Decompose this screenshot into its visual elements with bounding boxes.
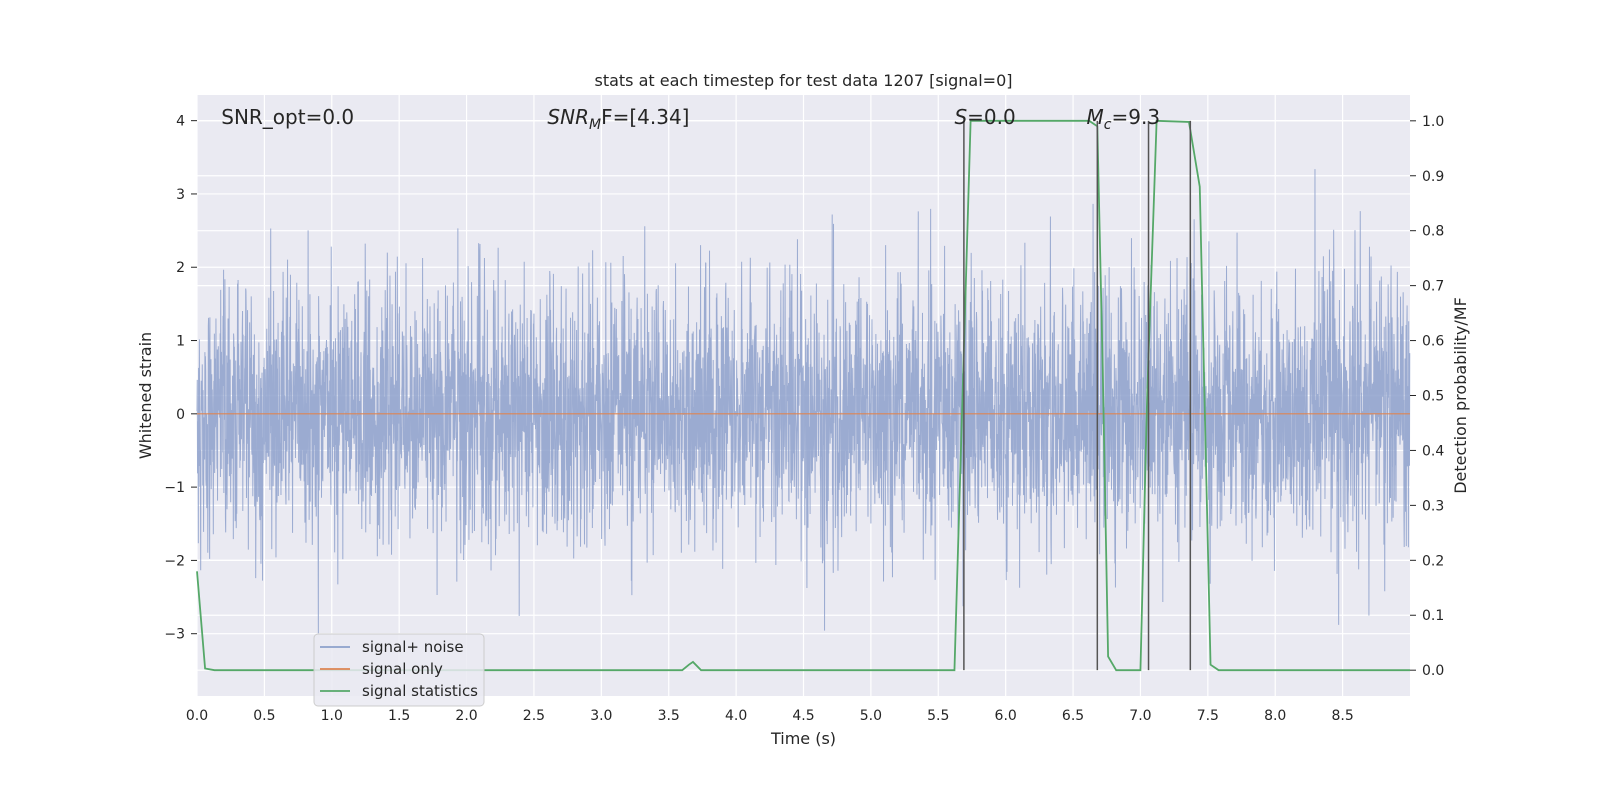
- x-tick-label: 7.0: [1129, 708, 1151, 724]
- series-layer: [196, 119, 1410, 672]
- x-tick-label: 3.5: [658, 708, 680, 724]
- y2-axis-label: Detection probability/MF: [1451, 297, 1470, 494]
- y-tick-label: 2: [176, 260, 185, 276]
- y-tick-label: −1: [164, 480, 185, 496]
- series-signal-statistics: [196, 119, 1410, 672]
- x-tick-label: 4.5: [792, 708, 814, 724]
- x-tick-label: 5.0: [860, 708, 882, 724]
- x-tick-label: 7.5: [1197, 708, 1219, 724]
- annotation-3: Mc=9.3: [1087, 105, 1161, 133]
- y2-tick-label: 0.9: [1422, 169, 1444, 185]
- annotations: SNR_opt=0.0 SNRMF=[4.34] S=0.0 Mc=9.3: [221, 105, 1160, 133]
- x-tick-label: 0.0: [186, 708, 208, 724]
- annotation-0: SNR_opt=0.0: [221, 105, 354, 129]
- y2-tick-label: 0.8: [1422, 224, 1444, 240]
- y-tick-label: 3: [176, 187, 185, 203]
- y2-tick-label: 0.6: [1422, 334, 1444, 350]
- y-tick-label: −3: [164, 627, 185, 643]
- x-tick-label: 8.5: [1331, 708, 1353, 724]
- x-tick-label: 3.0: [590, 708, 612, 724]
- legend-entry: signal+ noise: [362, 638, 464, 656]
- y-tick-label: 4: [176, 114, 185, 130]
- y-tick-label: 1: [176, 334, 185, 350]
- x-tick-label: 1.5: [388, 708, 410, 724]
- x-axis-ticks: 0.0 0.5 1.0 1.5 2.0 2.5 3.0 3.5 4.0 4.5 5.0 5.5 6.0 6…: [186, 708, 1354, 724]
- legend-entry: signal statistics: [362, 682, 478, 700]
- y-axis-label: Whitened strain: [136, 332, 155, 459]
- x-axis-label: Time (s): [770, 729, 836, 748]
- y-axis-ticks: −3 −2 −1 0 1 2 3 4: [164, 114, 197, 643]
- y2-tick-label: 1.0: [1422, 114, 1444, 130]
- y2-tick-label: 0.4: [1422, 443, 1444, 459]
- x-tick-label: 2.5: [523, 708, 545, 724]
- y2-tick-label: 0.0: [1422, 663, 1444, 679]
- legend-entry: signal only: [362, 660, 443, 678]
- y2-tick-label: 0.3: [1422, 498, 1444, 514]
- y-tick-label: 0: [176, 407, 185, 423]
- annotation-1: SNRMF=[4.34]: [547, 105, 689, 133]
- x-tick-label: 8.0: [1264, 708, 1286, 724]
- annotation-2: S=0.0: [954, 105, 1015, 129]
- x-tick-label: 5.5: [927, 708, 949, 724]
- x-tick-label: 6.0: [995, 708, 1017, 724]
- vertical-lines: [963, 120, 1192, 671]
- legend: signal+ noise signal only signal statistic…: [313, 633, 485, 707]
- x-tick-label: 6.5: [1062, 708, 1084, 724]
- chart-title: stats at each timestep for test data 120…: [594, 71, 1012, 90]
- x-tick-label: 4.0: [725, 708, 747, 724]
- y2-axis-ticks: 0.0 0.1 0.2 0.3 0.4 0.5 0.6 0.7 0.8 0.9 1.0: [1410, 114, 1444, 679]
- y2-tick-label: 0.5: [1422, 389, 1444, 405]
- x-tick-label: 2.0: [455, 708, 477, 724]
- x-tick-label: 0.5: [253, 708, 275, 724]
- x-tick-label: 1.0: [321, 708, 343, 724]
- y-tick-label: −2: [164, 553, 185, 569]
- legend-box: [313, 633, 485, 707]
- y2-tick-label: 0.7: [1422, 279, 1444, 295]
- y2-tick-label: 0.1: [1422, 608, 1444, 624]
- y2-tick-label: 0.2: [1422, 553, 1444, 569]
